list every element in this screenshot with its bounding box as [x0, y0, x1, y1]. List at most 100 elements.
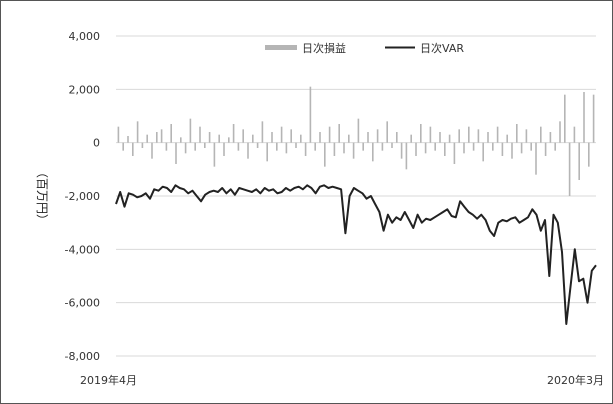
- pnl-bar: [540, 126, 542, 143]
- pnl-bar: [122, 142, 124, 151]
- pnl-bar: [544, 142, 547, 156]
- y-tick-label: 2,000: [69, 83, 101, 96]
- pnl-bar: [175, 142, 177, 164]
- pnl-bar: [151, 142, 153, 159]
- pnl-bar: [256, 142, 259, 148]
- pnl-bar: [530, 142, 532, 151]
- pnl-bar: [564, 94, 566, 143]
- pnl-bar: [367, 132, 369, 143]
- pnl-bar: [372, 142, 374, 162]
- pnl-bar: [338, 124, 340, 143]
- legend-label-pnl: 日次損益: [302, 41, 346, 55]
- pnl-bar: [204, 142, 206, 148]
- y-tick-label: -4,000: [65, 243, 100, 256]
- pnl-bar: [266, 142, 268, 162]
- pnl-bar: [472, 142, 475, 151]
- pnl-bar: [525, 129, 528, 143]
- pnl-bar: [357, 118, 360, 143]
- pnl-bar: [228, 137, 230, 143]
- pnl-bar: [300, 134, 302, 143]
- pnl-bar: [328, 126, 331, 143]
- pnl-bar: [242, 129, 244, 143]
- x-axis-ticks: 2019年4月 2020年3月: [80, 373, 604, 387]
- pnl-bar: [410, 134, 412, 143]
- pnl-bar: [415, 142, 417, 156]
- pnl-bar: [280, 126, 283, 143]
- pnl-bar: [218, 134, 220, 143]
- pnl-bar: [208, 132, 211, 143]
- pnl-bar: [165, 142, 168, 151]
- pnl-bar: [448, 134, 451, 143]
- legend: 日次損益 日次VAR: [265, 41, 464, 55]
- pnl-bar: [439, 132, 441, 143]
- pnl-bar: [271, 132, 273, 143]
- pnl-bar: [362, 142, 364, 151]
- pnl-bar: [314, 142, 316, 151]
- pnl-bar: [444, 142, 446, 156]
- pnl-bar: [276, 142, 278, 151]
- pnl-bar: [132, 142, 134, 156]
- pnl-bar: [127, 136, 129, 143]
- x-tick-label: 2019年4月: [80, 373, 137, 387]
- y-tick-label: 4,000: [69, 30, 101, 43]
- pnl-bar: [588, 142, 590, 167]
- pnl-bar: [141, 142, 144, 148]
- pnl-bar: [160, 129, 163, 143]
- pnl-bar: [463, 142, 465, 154]
- y-tick-label: -8,000: [65, 350, 100, 363]
- pnl-bar: [516, 124, 518, 143]
- var-line: [115, 184, 597, 325]
- pnl-bar: [376, 129, 379, 143]
- pnl-bar: [213, 142, 216, 167]
- pnl-bar: [468, 126, 470, 143]
- pnl-bar: [568, 142, 571, 196]
- pnl-bar: [232, 124, 235, 143]
- pnl-bar: [146, 134, 148, 143]
- pnl-bar: [223, 142, 225, 156]
- pnl-bar: [501, 142, 504, 156]
- pnl-bar: [511, 142, 513, 159]
- pnl-bar: [189, 118, 192, 143]
- pnl-bar: [309, 86, 312, 143]
- pnl-bar: [578, 142, 580, 180]
- pnl-bar: [583, 92, 585, 143]
- x-tick-label: 2020年3月: [547, 373, 604, 387]
- pnl-bar: [429, 126, 432, 143]
- pnl-bar: [400, 142, 403, 159]
- daily-pnl-series: [117, 86, 595, 196]
- pnl-bar: [304, 142, 307, 156]
- daily-var-series: [115, 184, 597, 325]
- pnl-bar: [554, 142, 556, 151]
- pnl-bar: [348, 134, 350, 143]
- pnl-bar: [252, 134, 254, 143]
- pnl-bar: [381, 142, 384, 151]
- pnl-bar: [477, 129, 480, 143]
- pnl-bar: [184, 142, 187, 154]
- y-tick-label: -6,000: [65, 297, 100, 310]
- pnl-bar: [482, 142, 484, 162]
- pnl-bar: [453, 142, 456, 164]
- legend-swatch-pnl: [265, 45, 297, 50]
- pnl-bar: [180, 137, 182, 143]
- pnl-bar: [324, 142, 326, 167]
- pnl-bar: [559, 121, 561, 143]
- pnl-bar: [391, 142, 393, 148]
- y-axis-label: （百万円）: [35, 166, 49, 226]
- pnl-bar: [290, 129, 292, 143]
- pnl-bar: [492, 142, 494, 151]
- pnl-bar: [319, 132, 321, 143]
- pnl-bar: [434, 142, 436, 151]
- y-tick-label: 0: [93, 137, 100, 150]
- pnl-bar: [136, 121, 139, 143]
- pnl-bar: [194, 142, 196, 151]
- pnl-bar: [156, 132, 158, 143]
- pnl-bar: [170, 124, 172, 143]
- pnl-bar: [261, 121, 264, 143]
- pnl-bar: [424, 142, 427, 154]
- pnl-bar: [333, 142, 336, 156]
- pnl-bar: [117, 126, 120, 143]
- pnl-bar: [396, 132, 398, 143]
